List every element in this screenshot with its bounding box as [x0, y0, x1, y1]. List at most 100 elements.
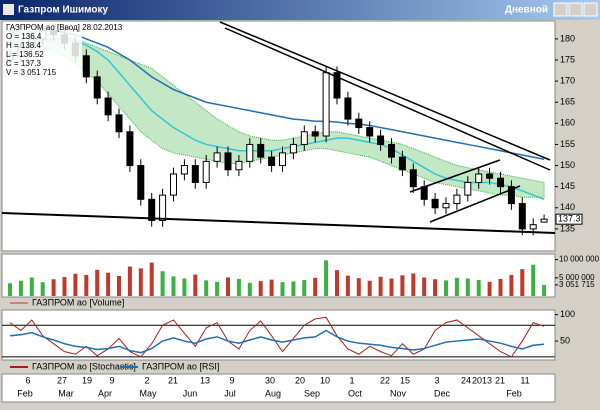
- volume-bar: [345, 275, 350, 296]
- candle-body: [322, 72, 330, 137]
- x-tick-label: 24: [461, 375, 471, 385]
- candle-body: [333, 72, 341, 99]
- y-tick-label: 175: [560, 54, 575, 64]
- volume-bar: [498, 278, 503, 296]
- volume-bar: [29, 277, 34, 296]
- candle-body: [431, 198, 439, 209]
- legend-text: H = 138.4: [6, 41, 41, 50]
- volume-bar: [84, 274, 89, 296]
- candle-body: [235, 160, 243, 171]
- x-month-label: May: [139, 388, 157, 398]
- trend-line: [224, 27, 551, 171]
- maximize-button[interactable]: [568, 2, 583, 17]
- candle-body: [279, 152, 286, 167]
- legend-text: ГАЗПРОМ ао [Stochastic]: [32, 361, 136, 371]
- oscillator-panel: [1, 309, 556, 361]
- y-tick-label: 160: [560, 118, 575, 128]
- volume-bar: [182, 278, 187, 296]
- volume-bar: [509, 274, 514, 296]
- x-tick-label: 2: [144, 375, 149, 385]
- x-month-label: Nov: [390, 388, 407, 398]
- y-tick-label: 155: [560, 139, 575, 149]
- candle-body: [475, 173, 483, 183]
- y-tick-label: 145: [560, 181, 575, 191]
- minimize-button[interactable]: [553, 2, 568, 17]
- volume-bar: [127, 266, 132, 296]
- volume-bar: [258, 281, 263, 296]
- volume-bar: [236, 278, 241, 296]
- candle-body: [148, 198, 156, 221]
- volume-bar: [531, 264, 536, 296]
- y-tick-label: 10 000 000: [559, 255, 600, 264]
- candle-body: [137, 165, 145, 200]
- volume-bar: [422, 277, 427, 296]
- y-tick-label: 135: [560, 223, 575, 233]
- volume-bar: [433, 279, 438, 296]
- y-tick-label: 140: [560, 202, 575, 212]
- volume-bar: [204, 280, 209, 296]
- candle-body: [388, 143, 395, 158]
- app-icon: [3, 4, 14, 15]
- x-tick-label: 2013: [472, 375, 492, 385]
- candle-body: [540, 218, 548, 223]
- volume-bar: [324, 260, 329, 296]
- ohlc-legend: [4, 22, 82, 92]
- volume-bar: [313, 277, 318, 296]
- x-month-label: Sep: [304, 388, 320, 398]
- candle-body: [268, 156, 276, 167]
- candle-body: [398, 156, 406, 171]
- x-tick-label: 19: [82, 375, 92, 385]
- volume-bar: [247, 282, 252, 296]
- x-month-label: Mar: [58, 388, 74, 398]
- volume-bar: [73, 273, 78, 296]
- x-month-label: Aug: [265, 388, 281, 398]
- volume-bar: [389, 278, 394, 296]
- volume-bar: [149, 262, 154, 296]
- volume-bar: [356, 278, 361, 296]
- x-month-label: Apr: [98, 388, 112, 398]
- price-panel: [1, 20, 556, 252]
- x-month-label: Feb: [506, 388, 522, 398]
- candle-body: [442, 203, 450, 209]
- volume-bar: [117, 276, 121, 296]
- volume-bar: [444, 280, 448, 296]
- volume-bar: [171, 276, 176, 296]
- volume-bar: [193, 274, 198, 296]
- x-tick-label: 1: [349, 375, 354, 385]
- candle-body: [191, 165, 199, 183]
- x-tick-label: 11: [520, 375, 529, 385]
- volume-bar: [400, 275, 405, 296]
- candle-body: [82, 55, 90, 78]
- volume-bar: [487, 281, 492, 296]
- window-buttons[interactable]: [553, 2, 598, 17]
- x-tick-label: 21: [495, 375, 505, 385]
- volume-bar: [302, 280, 307, 296]
- x-tick-label: 13: [200, 375, 210, 385]
- x-tick-label: 9: [109, 375, 114, 385]
- volume-bar: [335, 270, 339, 296]
- trend-line: [219, 21, 551, 161]
- candle-body: [518, 203, 526, 230]
- legend-text: O = 136.4: [6, 32, 42, 41]
- candle-body: [159, 194, 167, 221]
- candle-body: [464, 181, 472, 196]
- candle-body: [126, 131, 134, 167]
- trend-line: [409, 159, 501, 193]
- x-month-label: Jun: [183, 388, 198, 398]
- candle-body: [497, 177, 504, 188]
- volume-bar: [160, 271, 165, 296]
- close-button[interactable]: [583, 2, 598, 17]
- volume-bar: [520, 269, 525, 296]
- volume-bar: [106, 272, 111, 296]
- candle-body: [507, 186, 515, 205]
- x-tick-label: 27: [57, 375, 67, 385]
- candle-body: [355, 118, 363, 129]
- y-tick-label: 170: [560, 75, 575, 85]
- oscillator-line: [9, 329, 545, 354]
- ichimoku-cloud: [9, 29, 545, 198]
- candle-body: [202, 160, 210, 183]
- y-tick-label: 50: [560, 335, 570, 345]
- y-tick-label: 165: [560, 97, 575, 107]
- volume-bar: [40, 282, 45, 296]
- candle-body: [420, 186, 428, 200]
